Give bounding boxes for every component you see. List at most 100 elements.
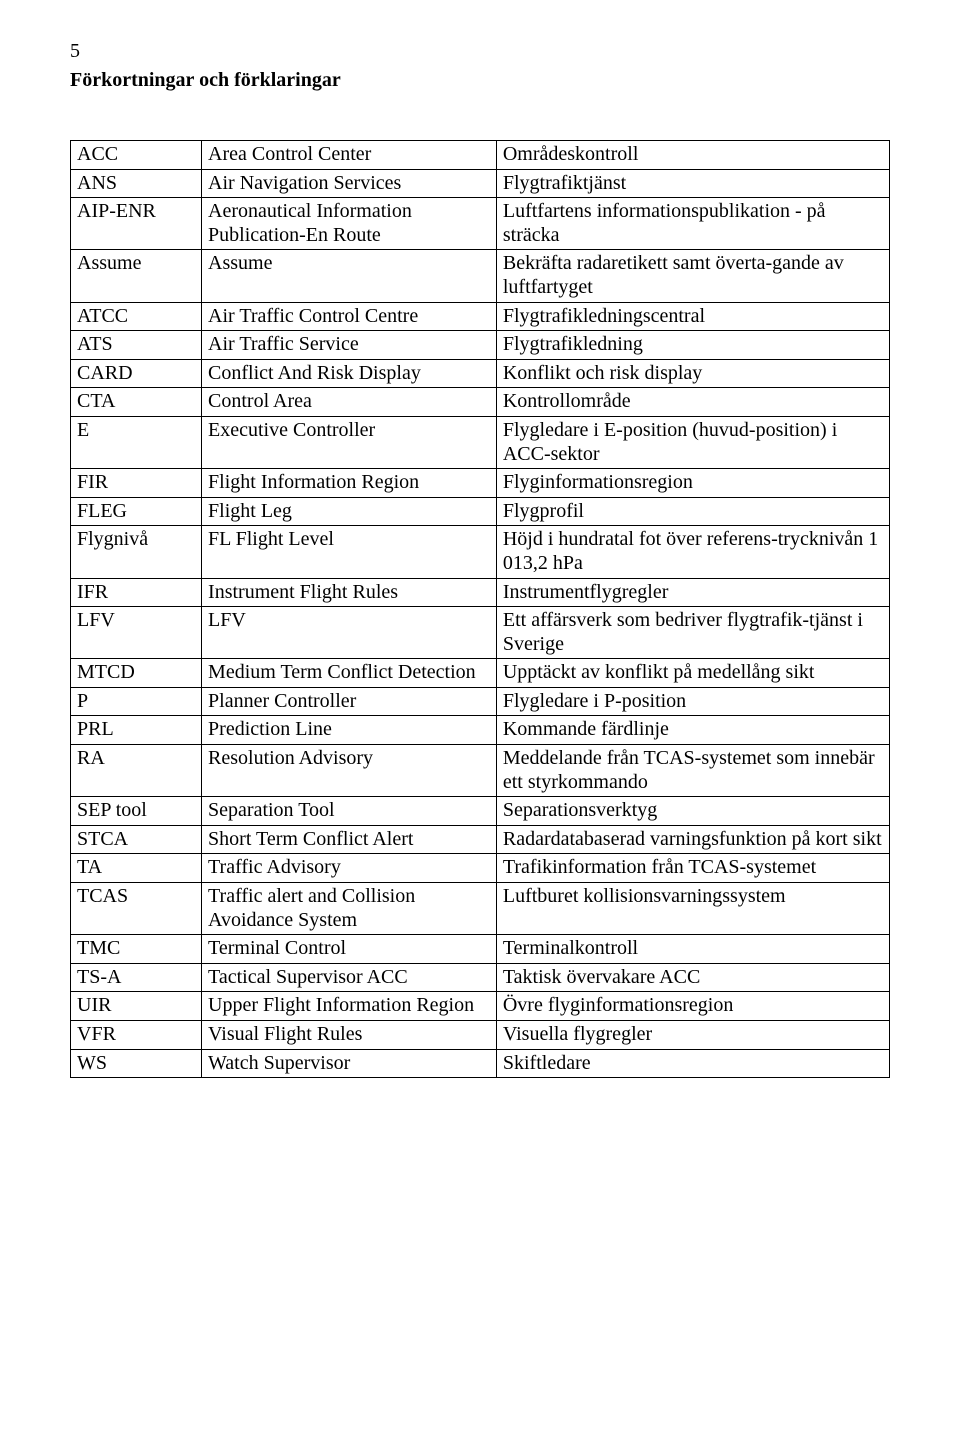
table-cell-abbr: IFR	[71, 578, 202, 607]
table-cell-abbr: ATS	[71, 331, 202, 360]
table-row: WSWatch SupervisorSkiftledare	[71, 1049, 890, 1078]
table-cell-term: Flight Information Region	[202, 469, 497, 498]
table-cell-abbr: ANS	[71, 169, 202, 198]
table-cell-term: Instrument Flight Rules	[202, 578, 497, 607]
table-cell-abbr: P	[71, 687, 202, 716]
table-cell-term: Upper Flight Information Region	[202, 992, 497, 1021]
table-cell-desc: Trafikinformation från TCAS-systemet	[496, 854, 889, 883]
table-cell-term: Medium Term Conflict Detection	[202, 659, 497, 688]
table-row: PPlanner ControllerFlygledare i P-positi…	[71, 687, 890, 716]
document-page: 5 Förkortningar och förklaringar ACCArea…	[0, 0, 960, 1449]
table-row: SEP toolSeparation ToolSeparationsverkty…	[71, 797, 890, 826]
table-cell-desc: Flygledare i P-position	[496, 687, 889, 716]
table-cell-term: Air Traffic Service	[202, 331, 497, 360]
table-cell-desc: Ett affärsverk som bedriver flygtrafik-t…	[496, 607, 889, 659]
table-cell-abbr: AIP-ENR	[71, 198, 202, 250]
table-cell-term: Air Navigation Services	[202, 169, 497, 198]
table-cell-abbr: FLEG	[71, 497, 202, 526]
table-row: CTAControl AreaKontrollområde	[71, 388, 890, 417]
table-row: ANSAir Navigation ServicesFlygtrafiktjän…	[71, 169, 890, 198]
table-cell-term: Prediction Line	[202, 716, 497, 745]
table-cell-abbr: WS	[71, 1049, 202, 1078]
table-cell-desc: Flygtrafikledning	[496, 331, 889, 360]
table-row: TCASTraffic alert and Collision Avoidanc…	[71, 883, 890, 935]
table-cell-abbr: FIR	[71, 469, 202, 498]
table-cell-abbr: TS-A	[71, 963, 202, 992]
table-cell-term: Executive Controller	[202, 416, 497, 468]
table-row: IFRInstrument Flight RulesInstrumentflyg…	[71, 578, 890, 607]
table-cell-abbr: E	[71, 416, 202, 468]
table-row: AssumeAssumeBekräfta radaretikett samt ö…	[71, 250, 890, 302]
table-cell-desc: Instrumentflygregler	[496, 578, 889, 607]
table-cell-abbr: CTA	[71, 388, 202, 417]
table-cell-abbr: LFV	[71, 607, 202, 659]
table-cell-abbr: RA	[71, 745, 202, 797]
table-cell-term: Air Traffic Control Centre	[202, 302, 497, 331]
table-cell-abbr: TA	[71, 854, 202, 883]
table-row: TATraffic AdvisoryTrafikinformation från…	[71, 854, 890, 883]
table-cell-term: Aeronautical Information Publication-En …	[202, 198, 497, 250]
table-cell-abbr: ACC	[71, 141, 202, 170]
table-cell-desc: Terminalkontroll	[496, 935, 889, 964]
table-cell-term: FL Flight Level	[202, 526, 497, 578]
table-cell-desc: Luftfartens informationspublikation - på…	[496, 198, 889, 250]
table-row: MTCDMedium Term Conflict DetectionUpptäc…	[71, 659, 890, 688]
table-cell-term: Assume	[202, 250, 497, 302]
table-cell-desc: Upptäckt av konflikt på medellång sikt	[496, 659, 889, 688]
table-cell-desc: Områdeskontroll	[496, 141, 889, 170]
table-row: ACCArea Control CenterOmrådeskontroll	[71, 141, 890, 170]
table-cell-term: Area Control Center	[202, 141, 497, 170]
table-row: EExecutive ControllerFlygledare i E-posi…	[71, 416, 890, 468]
table-cell-desc: Bekräfta radaretikett samt överta-gande …	[496, 250, 889, 302]
table-cell-desc: Flygtrafikledningscentral	[496, 302, 889, 331]
abbreviations-table: ACCArea Control CenterOmrådeskontrollANS…	[70, 140, 890, 1078]
table-row: AIP-ENRAeronautical Information Publicat…	[71, 198, 890, 250]
table-cell-abbr: VFR	[71, 1021, 202, 1050]
table-cell-abbr: Flygnivå	[71, 526, 202, 578]
table-row: TMCTerminal ControlTerminalkontroll	[71, 935, 890, 964]
table-cell-term: Visual Flight Rules	[202, 1021, 497, 1050]
table-cell-abbr: ATCC	[71, 302, 202, 331]
table-cell-term: Traffic Advisory	[202, 854, 497, 883]
table-cell-term: Flight Leg	[202, 497, 497, 526]
table-cell-desc: Flygledare i E-position (huvud-position)…	[496, 416, 889, 468]
table-cell-desc: Visuella flygregler	[496, 1021, 889, 1050]
table-cell-term: Separation Tool	[202, 797, 497, 826]
table-row: CARDConflict And Risk DisplayKonflikt oc…	[71, 359, 890, 388]
table-cell-desc: Separationsverktyg	[496, 797, 889, 826]
table-cell-abbr: STCA	[71, 825, 202, 854]
table-row: FlygnivåFL Flight LevelHöjd i hundratal …	[71, 526, 890, 578]
table-cell-desc: Radardatabaserad varningsfunktion på kor…	[496, 825, 889, 854]
table-cell-desc: Höjd i hundratal fot över referens-tryck…	[496, 526, 889, 578]
table-row: STCAShort Term Conflict AlertRadardataba…	[71, 825, 890, 854]
table-row: ATSAir Traffic ServiceFlygtrafikledning	[71, 331, 890, 360]
table-row: RAResolution AdvisoryMeddelande från TCA…	[71, 745, 890, 797]
table-cell-term: Resolution Advisory	[202, 745, 497, 797]
table-cell-term: Short Term Conflict Alert	[202, 825, 497, 854]
table-cell-desc: Skiftledare	[496, 1049, 889, 1078]
table-cell-desc: Flygtrafiktjänst	[496, 169, 889, 198]
table-cell-abbr: TMC	[71, 935, 202, 964]
table-cell-desc: Kommande färdlinje	[496, 716, 889, 745]
table-cell-desc: Luftburet kollisionsvarningssystem	[496, 883, 889, 935]
table-cell-desc: Övre flyginformationsregion	[496, 992, 889, 1021]
table-row: PRLPrediction LineKommande färdlinje	[71, 716, 890, 745]
table-cell-term: Traffic alert and Collision Avoidance Sy…	[202, 883, 497, 935]
table-cell-term: Planner Controller	[202, 687, 497, 716]
table-cell-abbr: TCAS	[71, 883, 202, 935]
table-row: TS-ATactical Supervisor ACCTaktisk överv…	[71, 963, 890, 992]
table-cell-desc: Meddelande från TCAS-systemet som innebä…	[496, 745, 889, 797]
table-row: LFVLFVEtt affärsverk som bedriver flygtr…	[71, 607, 890, 659]
table-cell-desc: Flyginformationsregion	[496, 469, 889, 498]
table-cell-abbr: SEP tool	[71, 797, 202, 826]
table-row: UIRUpper Flight Information RegionÖvre f…	[71, 992, 890, 1021]
table-cell-desc: Konflikt och risk display	[496, 359, 889, 388]
table-cell-desc: Taktisk övervakare ACC	[496, 963, 889, 992]
table-cell-term: LFV	[202, 607, 497, 659]
table-cell-abbr: Assume	[71, 250, 202, 302]
table-cell-abbr: MTCD	[71, 659, 202, 688]
table-cell-term: Control Area	[202, 388, 497, 417]
table-cell-desc: Flygprofil	[496, 497, 889, 526]
table-cell-term: Watch Supervisor	[202, 1049, 497, 1078]
table-row: FLEGFlight LegFlygprofil	[71, 497, 890, 526]
